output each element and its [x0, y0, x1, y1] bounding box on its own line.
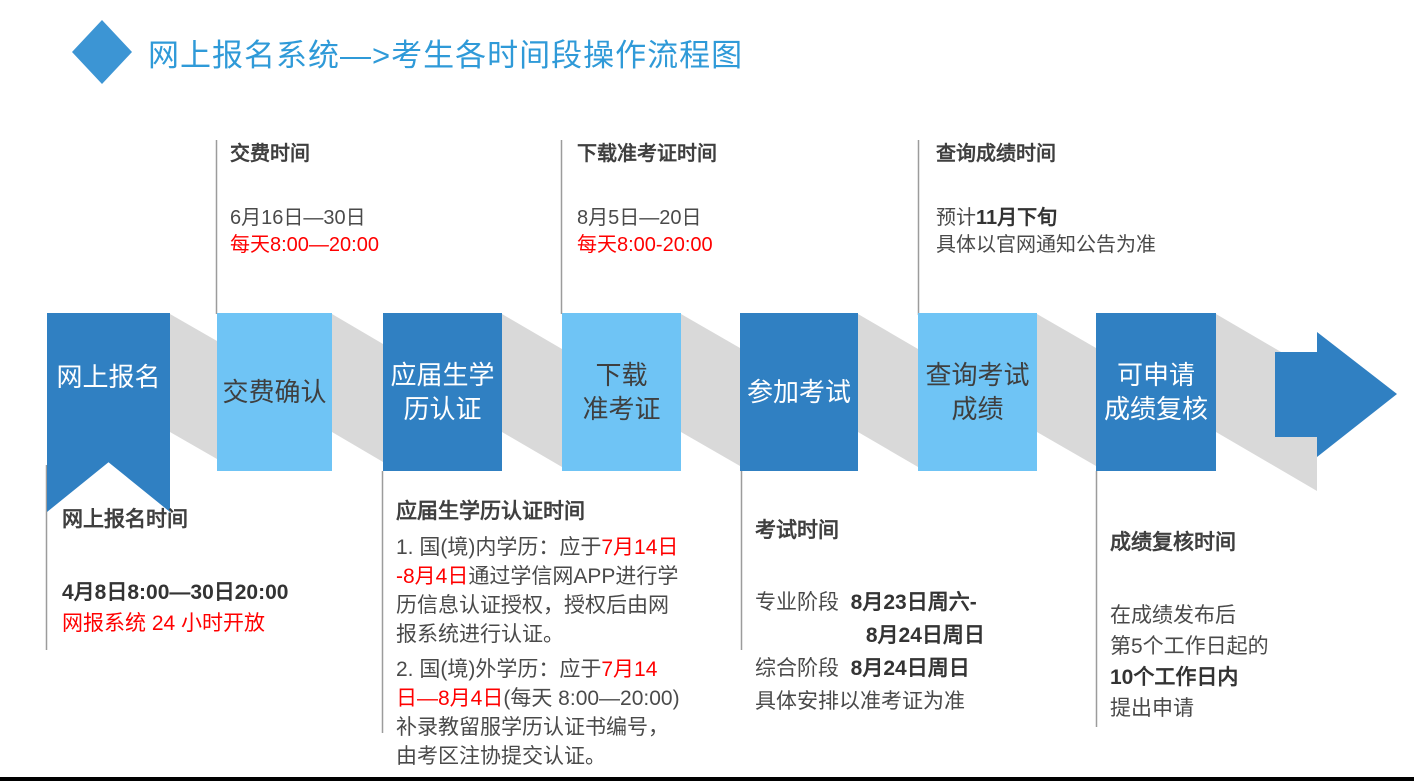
step-label: 下载 准考证 — [582, 360, 661, 424]
step-check-score: 查询考试 成绩 — [918, 313, 1037, 471]
note-body: 8月5日—20日 每天8:00-20:00 — [577, 207, 713, 256]
step-download-admission-ticket: 下载 准考证 — [562, 313, 681, 471]
gray-band — [1037, 314, 1096, 466]
bottom-border-line — [0, 777, 1414, 781]
note-body: 在成绩发布后 第5个工作日起的 10个工作日内 提出申请 — [1110, 604, 1269, 720]
note-heading: 查询成绩时间 — [936, 143, 1056, 165]
note-heading: 下载准考证时间 — [577, 143, 717, 165]
note-payment-time: 交费时间 6月16日—30日 每天8:00—20:00 — [230, 141, 379, 259]
gray-band — [170, 314, 217, 459]
note-exam-time: 考试时间 专业阶段 8月23日周六- 8月24日周日 综合阶段 8月24日周日 … — [755, 518, 985, 718]
note-body-item2: 2. 国(境)外学历：应于7月14 日—8月4日(每天 8:00—20:00) … — [396, 658, 680, 768]
note-heading: 成绩复核时间 — [1110, 531, 1236, 554]
note-body: 6月16日—30日 每天8:00—20:00 — [230, 207, 379, 256]
note-registration-time: 网上报名时间 4月8日8:00—30日20:00 网报系统 24 小时开放 — [62, 507, 288, 639]
note-admission-ticket-time: 下载准考证时间 8月5日—20日 每天8:00-20:00 — [577, 141, 717, 259]
note-degree-verification-time: 应届生学历认证时间 1. 国(境)内学历：应于7月14日 -8月4日通过学信网A… — [396, 499, 680, 771]
note-heading: 考试时间 — [755, 519, 839, 542]
note-heading: 应届生学历认证时间 — [396, 500, 585, 523]
page-title: 网上报名系统—>考生各时间段操作流程图 — [148, 38, 744, 73]
step-label: 可申请 成绩复核 — [1103, 360, 1208, 424]
step-fresh-graduate-verification: 应届生学 历认证 — [383, 313, 502, 471]
note-body: 4月8日8:00—30日20:00 网报系统 24 小时开放 — [62, 581, 289, 635]
gray-band — [681, 314, 740, 466]
note-score-query-time: 查询成绩时间 预计11月下旬 具体以官网通知公告为准 — [936, 141, 1156, 259]
step-label: 应届生学 历认证 — [390, 360, 495, 424]
gray-band — [502, 314, 562, 467]
note-heading: 交费时间 — [230, 143, 310, 165]
gray-band — [858, 314, 918, 467]
note-score-review-time: 成绩复核时间 在成绩发布后 第5个工作日起的 10个工作日内 提出申请 — [1110, 530, 1269, 724]
note-body-item1: 1. 国(境)内学历：应于7月14日 -8月4日通过学信网APP进行学 历信息认… — [396, 536, 679, 646]
step-label: 参加考试 — [746, 377, 851, 407]
note-body: 专业阶段 8月23日周六- 8月24日周日 综合阶段 8月24日周日 具体安排以… — [755, 591, 985, 713]
step-payment-confirm: 交费确认 — [217, 313, 332, 471]
flow-arrow-icon — [1275, 332, 1397, 457]
step-take-exam: 参加考试 — [740, 313, 858, 471]
step-label: 查询考试 成绩 — [925, 360, 1030, 424]
step-label: 网上报名 — [56, 362, 161, 392]
gray-band — [332, 314, 383, 462]
step-score-review: 可申请 成绩复核 — [1096, 313, 1216, 471]
step-label: 交费确认 — [222, 377, 327, 407]
note-heading: 网上报名时间 — [62, 508, 188, 531]
note-body: 预计11月下旬 具体以官网通知公告为准 — [936, 207, 1156, 256]
